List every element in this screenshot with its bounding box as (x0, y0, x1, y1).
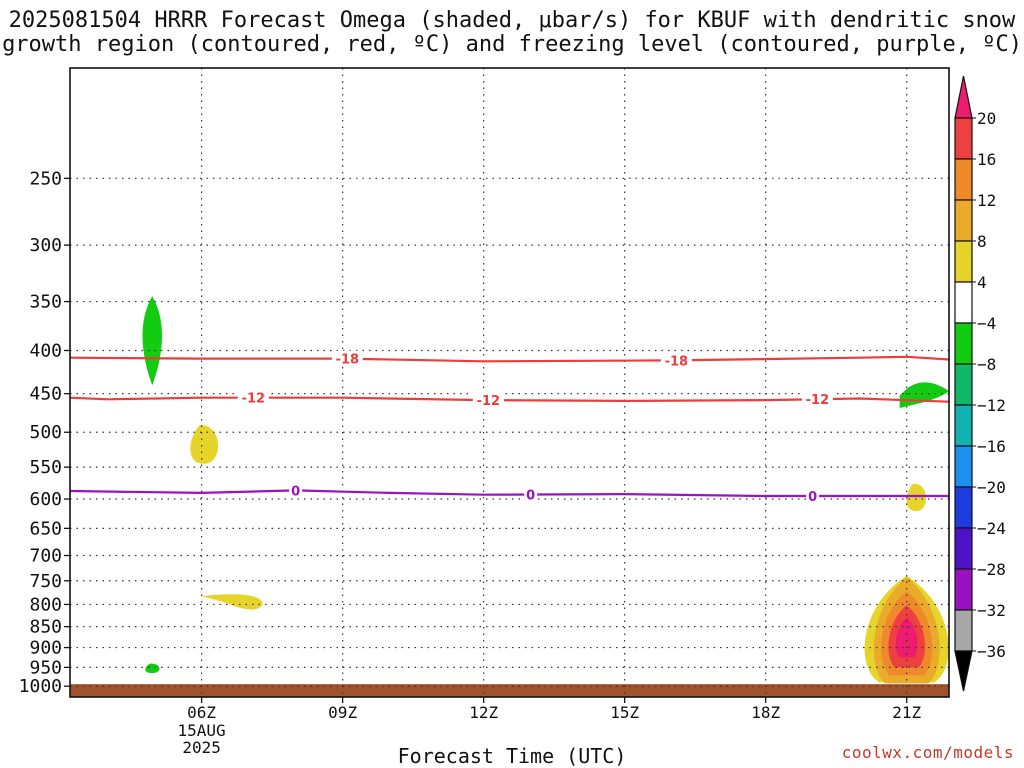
contour-label: -12 (806, 393, 830, 408)
contour-label: 0 (291, 484, 300, 499)
colorbar-label: −16 (977, 437, 1006, 456)
site-credit-link[interactable]: coolwx.com/models (841, 743, 1014, 762)
x-tick-label: 15Z (610, 703, 639, 722)
y-tick-label: 950 (29, 657, 62, 678)
x-tick-sublabel: 15AUG (178, 721, 226, 740)
colorbar-label: −28 (977, 560, 1006, 579)
omega-core-ring (895, 617, 918, 658)
y-tick-label: 450 (29, 384, 62, 405)
colorbar-box (954, 404, 973, 447)
omega-shading (142, 296, 949, 684)
x-axis-title: Forecast Time (UTC) (397, 744, 627, 768)
contour-label-bg (524, 486, 538, 503)
colorbar-label: −24 (977, 519, 1006, 538)
colorbar-box (954, 281, 973, 324)
x-tick-label: 09Z (328, 703, 357, 722)
contour-line (69, 355, 950, 363)
omega-region (899, 382, 949, 409)
x-tick-label: 21Z (892, 703, 921, 722)
colorbar-box (954, 363, 973, 406)
axes: 2503003504004505005506006507007508008509… (19, 67, 950, 757)
y-tick-label: 750 (29, 571, 62, 592)
colorbar-label: −20 (977, 478, 1006, 497)
omega-region (190, 424, 219, 464)
colorbar-box (954, 609, 973, 652)
colorbar-top-arrow (954, 75, 973, 119)
colorbar-label: −4 (977, 314, 996, 333)
colorbar-label: 16 (977, 150, 996, 169)
y-tick-label: 600 (29, 489, 62, 510)
contour-label: -12 (242, 392, 266, 407)
chart-title-line-2: growth region (contoured, red, ºC) and f… (2, 32, 1022, 57)
colorbar-box (954, 486, 973, 529)
omega-region (142, 296, 163, 386)
surface-fill (70, 684, 949, 697)
y-tick-label: 500 (29, 422, 62, 443)
colorbar-label: 12 (977, 191, 996, 210)
colorbar-label: 4 (977, 273, 987, 292)
chart-title-line-1: 2025081504 HRRR Forecast Omega (shaded, … (8, 8, 1016, 33)
contour-label: -18 (336, 353, 360, 368)
colorbar-box (954, 568, 973, 611)
colorbar-box (954, 158, 973, 201)
y-tick-label: 250 (29, 168, 62, 189)
contour-label-bg (237, 389, 269, 406)
y-tick-label: 650 (29, 518, 62, 539)
contour-label-bg (289, 482, 303, 499)
contour-label: -12 (477, 394, 501, 409)
colorbar-label: −12 (977, 396, 1006, 415)
y-tick-label: 300 (29, 235, 62, 256)
colorbar: 20 16 12 8 4 −4 −8 −12 −16 −20 −24 −28 −32 −36 (954, 75, 1006, 692)
y-tick-label: 850 (29, 617, 62, 638)
x-tick-label: 06Z (187, 703, 216, 722)
colorbar-box (954, 322, 973, 365)
contour-label: 0 (526, 489, 535, 504)
y-tick-label: 550 (29, 457, 62, 478)
omega-region (201, 594, 263, 610)
x-tick-label: 18Z (751, 703, 780, 722)
y-tick-label: 400 (29, 340, 62, 361)
omega-region (906, 483, 927, 512)
colorbar-label: 20 (977, 109, 996, 128)
y-tick-label: 700 (29, 546, 62, 567)
x-tick-sublabel: 2025 (182, 738, 221, 757)
colorbar-bottom-arrow (954, 650, 973, 692)
colorbar-box (954, 445, 973, 488)
colorbar-box (954, 527, 973, 570)
contour-label-bg (660, 352, 692, 369)
colorbar-box (954, 199, 973, 242)
colorbar-label: −36 (977, 642, 1006, 661)
colorbar-box (954, 240, 973, 283)
plot-frame (69, 67, 950, 698)
y-tick-label: 1000 (19, 676, 62, 697)
colorbar-box (954, 117, 973, 160)
y-tick-label: 350 (29, 292, 62, 313)
omega-region (145, 663, 160, 674)
contour-label-bg (472, 392, 504, 409)
surface-terrain (70, 684, 949, 697)
grid-lines (70, 68, 949, 697)
contour-label-bg (331, 350, 363, 367)
contour-label-bg (801, 391, 833, 408)
colorbar-label: −8 (977, 355, 996, 374)
contour-label-bg (806, 487, 820, 504)
contour-lines: -18 -18 -12 -12 -12 0 0 0 (69, 350, 950, 505)
y-tick-label: 800 (29, 594, 62, 615)
colorbar-label: −32 (977, 601, 1006, 620)
contour-line (69, 489, 949, 498)
x-tick-label: 12Z (469, 703, 498, 722)
y-tick-label: 900 (29, 638, 62, 659)
contour-label: 0 (808, 490, 817, 505)
colorbar-label: 8 (977, 232, 987, 251)
contour-label: -18 (665, 354, 689, 369)
